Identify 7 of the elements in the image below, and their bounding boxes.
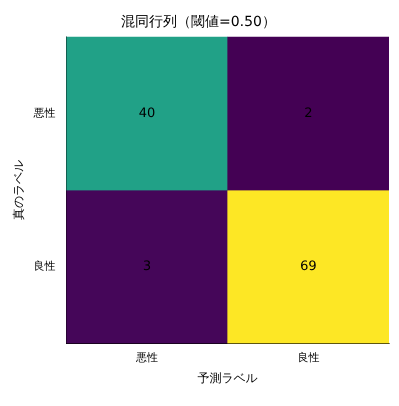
chart-title: 混同行列（閾値=0.50） xyxy=(121,14,276,30)
x-axis-title: 予測ラベル xyxy=(198,370,258,385)
data-label: 3 xyxy=(142,259,152,274)
data-label: 69 xyxy=(300,259,317,274)
data-label: 2 xyxy=(304,106,312,121)
y-axis-title: 真のラベル xyxy=(11,160,26,220)
data-label: 40 xyxy=(138,106,156,121)
